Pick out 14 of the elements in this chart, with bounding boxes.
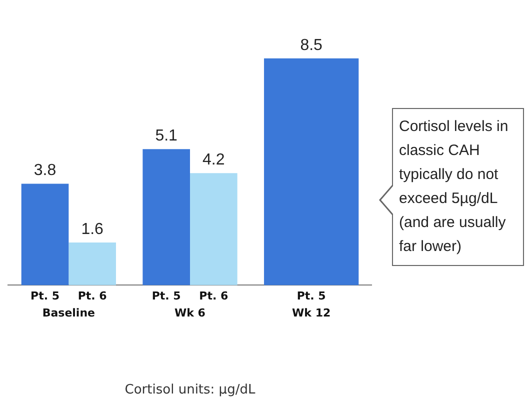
x-tick-label: Wk 12 xyxy=(292,306,331,320)
x-tick-label: Wk 6 xyxy=(174,306,206,320)
text: Pt. 6 xyxy=(199,290,228,303)
x-tick-label: Baseline xyxy=(42,306,95,320)
text: Pt. 5 xyxy=(296,290,326,303)
text: Pt. 5 xyxy=(152,290,181,303)
series-label: Pt. 5 xyxy=(30,290,60,303)
x-axis-title: Cortisol units: µg/dL xyxy=(124,382,256,398)
series-label: Pt. 6 xyxy=(78,290,108,303)
data-label: 1.6 xyxy=(81,220,104,238)
data-label: 3.8 xyxy=(34,162,56,180)
data-label: 8.5 xyxy=(300,36,323,54)
data-label: 5.1 xyxy=(155,127,178,144)
data-label: 4.2 xyxy=(202,152,225,169)
